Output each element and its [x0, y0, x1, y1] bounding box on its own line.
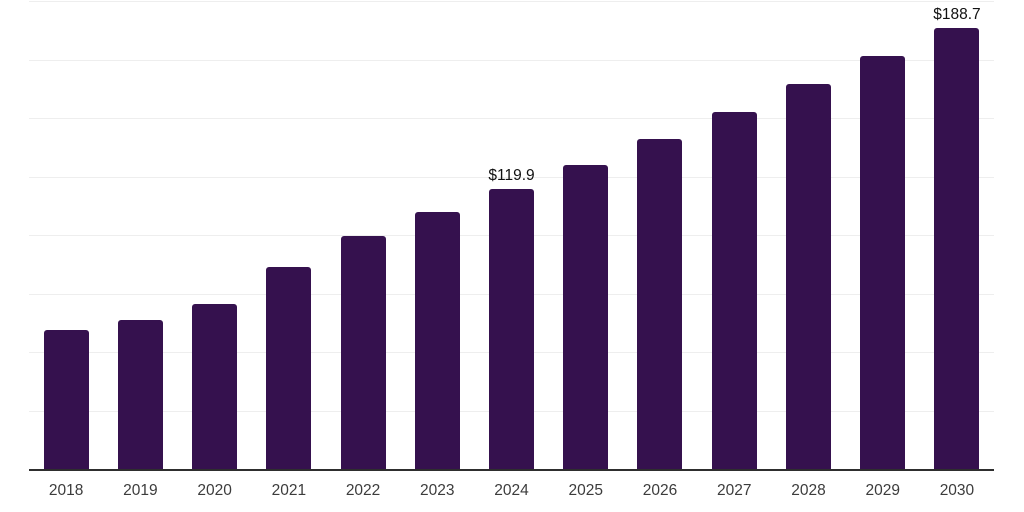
bar [414, 211, 460, 470]
bar-group [103, 2, 177, 470]
x-tick-label: 2027 [716, 482, 752, 499]
bar-group [29, 2, 103, 470]
bar-group [400, 2, 474, 470]
bar [934, 28, 980, 470]
bar-group: $188.7 [920, 2, 994, 470]
x-tick-label: 2030 [939, 482, 975, 499]
bar-group [697, 2, 771, 470]
x-tick-label: 2024 [494, 482, 529, 499]
bar-group [177, 2, 251, 470]
x-axis-tick-labels: 2018 2019 2020 2021 2022 2023 2024 2025 2026 2027… [29, 483, 994, 499]
bar [860, 56, 906, 470]
x-tick-label: 2021 [271, 482, 307, 499]
bar-group [846, 2, 920, 470]
bar-group [771, 2, 845, 470]
gridline [29, 118, 994, 119]
plot-area: $119.9 $188.7 [29, 1, 994, 471]
x-tick-label: 2023 [420, 482, 455, 499]
bar [192, 304, 238, 470]
bar [637, 139, 683, 470]
bar [266, 266, 312, 470]
bar [340, 235, 386, 470]
bar [117, 320, 163, 470]
bar-group [549, 2, 623, 470]
x-tick-label: 2022 [345, 482, 381, 499]
value-label: $188.7 [933, 5, 981, 23]
bar-group [326, 2, 400, 470]
x-tick-label: 2025 [568, 482, 603, 499]
bar [489, 189, 535, 470]
gridline [29, 176, 994, 178]
x-tick-label: 2028 [791, 482, 826, 499]
bar [711, 111, 757, 470]
x-tick-label: 2029 [865, 482, 900, 499]
x-tick-label: 2018 [48, 482, 84, 499]
bar [563, 164, 609, 470]
bar-group [623, 2, 697, 470]
x-tick-label: 2019 [123, 482, 158, 499]
bar [43, 330, 89, 470]
bars-container: $119.9 $188.7 [29, 2, 994, 470]
x-axis-line [29, 469, 994, 471]
gridline [29, 1, 994, 2]
x-tick-label: 2020 [197, 482, 232, 499]
bar-group [252, 2, 326, 470]
bar-group: $119.9 [474, 2, 548, 470]
gridline [29, 59, 994, 61]
value-label: $119.9 [488, 166, 535, 184]
x-tick-label: 2026 [642, 482, 678, 499]
bar [785, 83, 831, 470]
